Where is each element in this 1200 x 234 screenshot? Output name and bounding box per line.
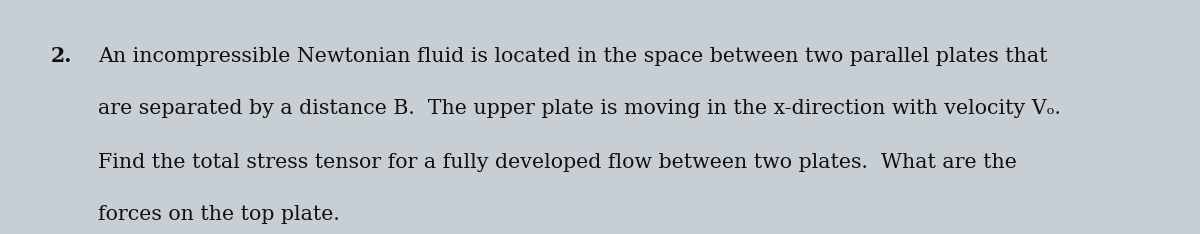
Text: forces on the top plate.: forces on the top plate. bbox=[98, 205, 340, 224]
Text: An incompressible Newtonian fluid is located in the space between two parallel p: An incompressible Newtonian fluid is loc… bbox=[98, 47, 1048, 66]
Text: Find the total stress tensor for a fully developed flow between two plates.  Wha: Find the total stress tensor for a fully… bbox=[98, 153, 1018, 172]
Text: are separated by a distance B.  The upper plate is moving in the x-direction wit: are separated by a distance B. The upper… bbox=[98, 99, 1061, 118]
Text: 2.: 2. bbox=[50, 46, 72, 66]
